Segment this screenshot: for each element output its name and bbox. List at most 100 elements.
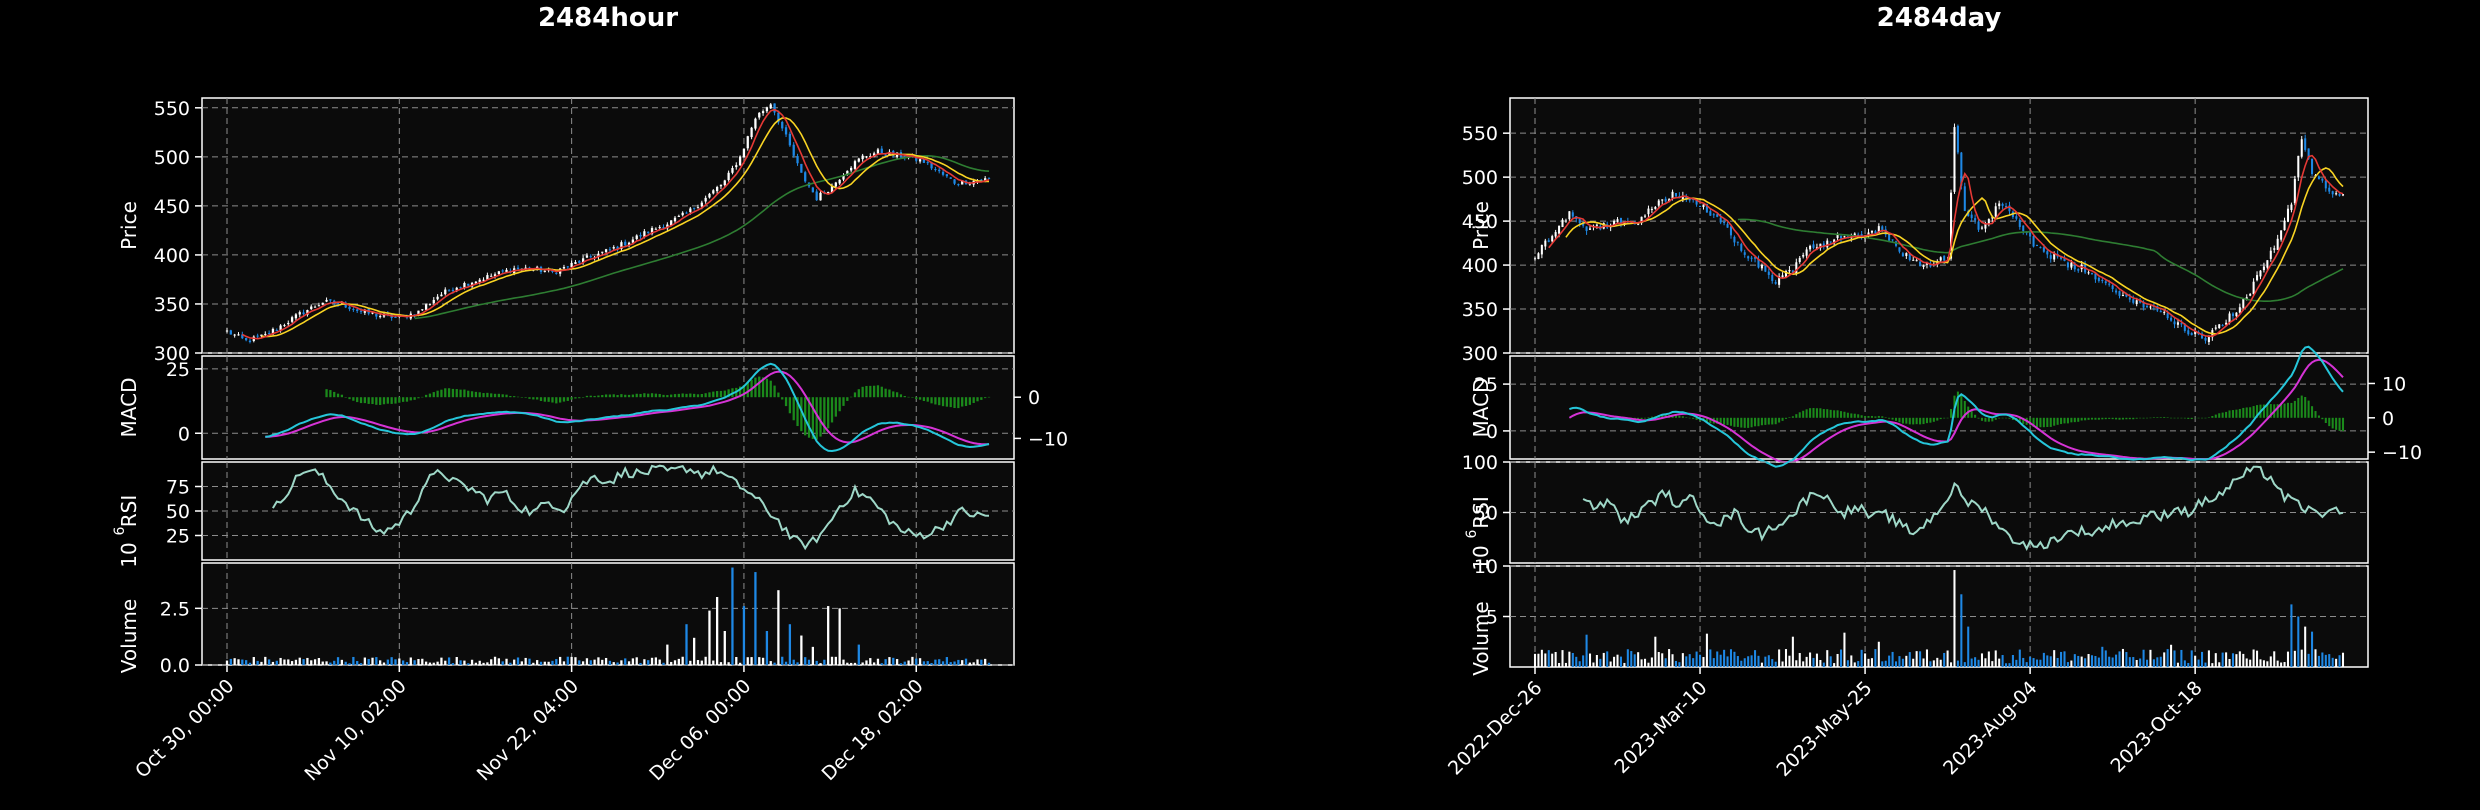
candle-body (1857, 234, 1860, 236)
volume-bar (1568, 651, 1571, 667)
macd-hist-bar (1943, 417, 1946, 419)
macd-hist-bar (1791, 416, 1794, 418)
macd-hist-bar (1795, 414, 1798, 418)
macd-hist-bar (742, 384, 746, 398)
volume-bar (1757, 655, 1760, 667)
volume-bar (1740, 660, 1743, 667)
candle-body (957, 184, 960, 186)
macd-hist-bar (635, 393, 638, 398)
volume-bar (727, 662, 730, 665)
volume-bar (470, 659, 474, 665)
macd-hist-bar (344, 397, 347, 398)
volume-bar (344, 661, 347, 665)
candle-body (1874, 231, 1877, 234)
candle-body (758, 112, 761, 118)
volume-bar (650, 657, 654, 665)
volume-bar (1623, 662, 1626, 667)
volume-bar (723, 631, 726, 665)
volume-bar (1678, 662, 1681, 667)
macd-hist-bar (2011, 417, 2014, 420)
macd-hist-bar (447, 388, 451, 398)
macd-hist-bar (1980, 417, 1984, 421)
candle-body (1757, 259, 1760, 268)
macd-hist-bar (597, 395, 600, 398)
macd-hist-bar (501, 394, 504, 398)
price-tick-label: 500 (154, 147, 190, 169)
macd-hist-bar (1784, 417, 1788, 419)
candle-body (2139, 300, 2142, 303)
volume-bar (2286, 651, 2290, 667)
macd-hist-bar (2135, 417, 2138, 419)
volume-bar (1846, 660, 1849, 667)
volume-bar (1643, 658, 1647, 667)
macd-hist-bar (1740, 417, 1743, 428)
price-tick-label: 500 (1462, 167, 1498, 189)
macd-hist-bar (2132, 417, 2135, 420)
x-tick-label: Dec 06, 00:00 (645, 675, 755, 785)
volume-bar (2201, 651, 2204, 667)
volume-bar (566, 656, 569, 665)
volume-bar (738, 662, 742, 665)
volume-bar (271, 661, 275, 665)
candle-body (930, 162, 933, 169)
candle-body (2245, 297, 2248, 300)
volume-bar (1795, 660, 1798, 667)
candle-body (2297, 155, 2300, 178)
candle-body (1699, 206, 1702, 208)
volume-bar (1788, 655, 1791, 667)
macd-hist-bar (1850, 413, 1853, 418)
candle-body (1551, 236, 1554, 242)
volume-bar (1977, 659, 1980, 667)
candle-body (2015, 216, 2018, 219)
macd-hist-bar (647, 393, 650, 398)
macd-hist-bar (1705, 417, 1708, 423)
volume-bar (627, 661, 631, 665)
macd-hist-bar (2104, 417, 2107, 420)
macd-hist-bar (363, 397, 366, 404)
volume-bar (2273, 651, 2276, 667)
volume-bar (264, 656, 267, 665)
price-tick-label: 450 (154, 196, 190, 218)
volume-bar (2266, 661, 2269, 667)
candle-body (949, 177, 952, 179)
volume-bar (681, 656, 684, 665)
macd-hist-bar (2197, 417, 2200, 419)
volume-bar (482, 662, 485, 665)
macd-hist-bar (486, 392, 489, 398)
candle-body (2001, 203, 2004, 206)
volume-bar (455, 657, 458, 665)
macd-hist-bar (336, 393, 340, 398)
volume-bar (899, 663, 903, 665)
volume-bar (1716, 651, 1719, 667)
candle-body (2063, 257, 2066, 262)
macd-hist-bar (2297, 397, 2300, 418)
macd-hist-bar (700, 393, 703, 398)
candle-body (298, 312, 301, 315)
candle-body (677, 215, 680, 217)
volume-bar (279, 657, 282, 665)
macd-hist-bar (869, 385, 872, 398)
macd-hist-bar (593, 395, 596, 398)
macd-hist-bar (2228, 410, 2231, 418)
volume-bar (2338, 655, 2341, 667)
volume-bar (1760, 662, 1763, 667)
candle-body (815, 191, 818, 201)
macd-hist-bar (727, 389, 730, 398)
candle-body (1943, 255, 1946, 261)
candle-body (271, 328, 275, 335)
candle-body (2231, 313, 2235, 317)
macd-hist-bar (1681, 416, 1684, 418)
candle-body (459, 287, 462, 289)
volume-bar (444, 660, 447, 665)
volume-bar (1915, 651, 1918, 667)
macd-hist-bar (1647, 417, 1650, 418)
macd-hist-bar (1998, 417, 2001, 419)
candle-body (237, 334, 240, 336)
candle-body (662, 227, 665, 229)
macd-hist-bar (842, 397, 845, 406)
rsi-axis-label: RSI (1469, 496, 1493, 529)
volume-bar (1802, 661, 1805, 667)
candle-body (631, 239, 635, 243)
macd-hist-bar (375, 397, 378, 405)
candle-body (501, 270, 504, 272)
